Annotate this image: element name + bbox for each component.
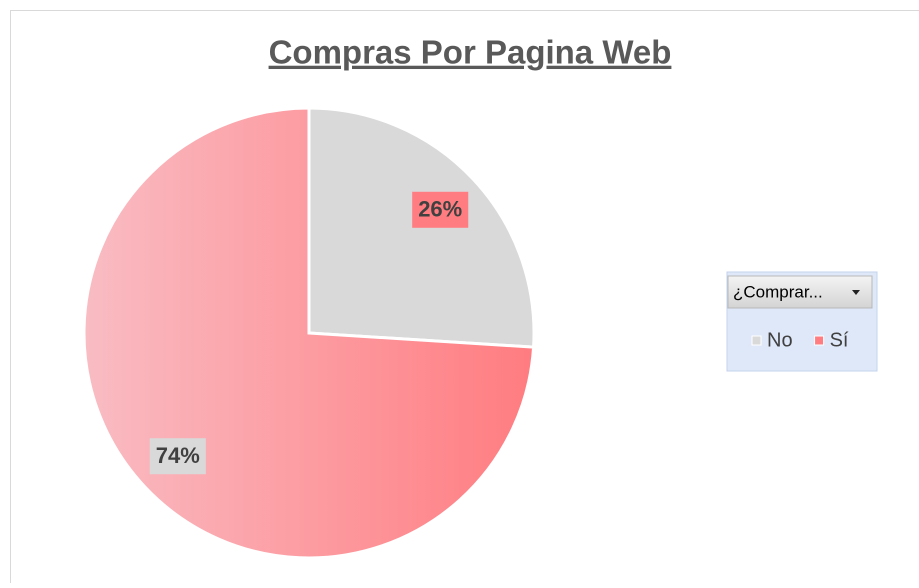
legend-swatch — [752, 336, 761, 345]
filter-button-label: ¿Comprar... — [733, 282, 823, 301]
data-label: 74% — [156, 443, 200, 468]
legend-label: Sí — [830, 329, 849, 351]
pie — [84, 108, 534, 558]
chart-title: Compras Por Pagina Web — [269, 34, 672, 71]
data-label: 26% — [418, 197, 462, 222]
legend-swatch — [815, 336, 824, 345]
legend-label: No — [767, 329, 793, 351]
